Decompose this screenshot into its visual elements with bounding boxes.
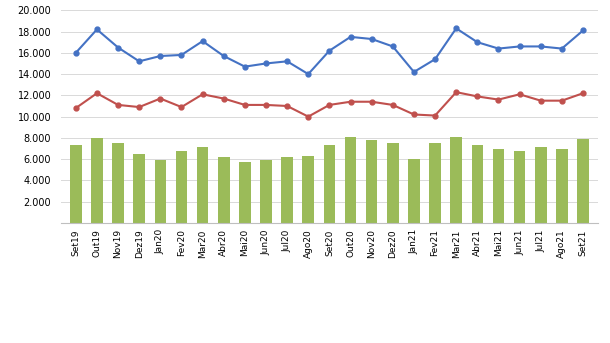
Bar [218, 157, 229, 223]
Bar [134, 154, 145, 223]
Bar [408, 159, 420, 223]
Bar [493, 149, 504, 223]
Bar [176, 151, 187, 223]
Bar [450, 137, 462, 223]
Bar [197, 147, 209, 223]
Bar [577, 139, 589, 223]
Bar [112, 143, 124, 223]
Bar [366, 140, 378, 223]
Bar [535, 147, 547, 223]
Bar [323, 145, 336, 223]
Bar [239, 162, 251, 223]
Bar [345, 137, 356, 223]
Bar [472, 145, 483, 223]
Bar [514, 151, 525, 223]
Bar [70, 145, 82, 223]
Bar [260, 160, 272, 223]
Bar [303, 156, 314, 223]
Bar [429, 143, 441, 223]
Bar [154, 160, 166, 223]
Bar [281, 157, 293, 223]
Bar [387, 143, 398, 223]
Bar [556, 149, 568, 223]
Legend: Balanço, Exportações, Importações: Balanço, Exportações, Importações [167, 342, 492, 343]
Bar [91, 138, 102, 223]
